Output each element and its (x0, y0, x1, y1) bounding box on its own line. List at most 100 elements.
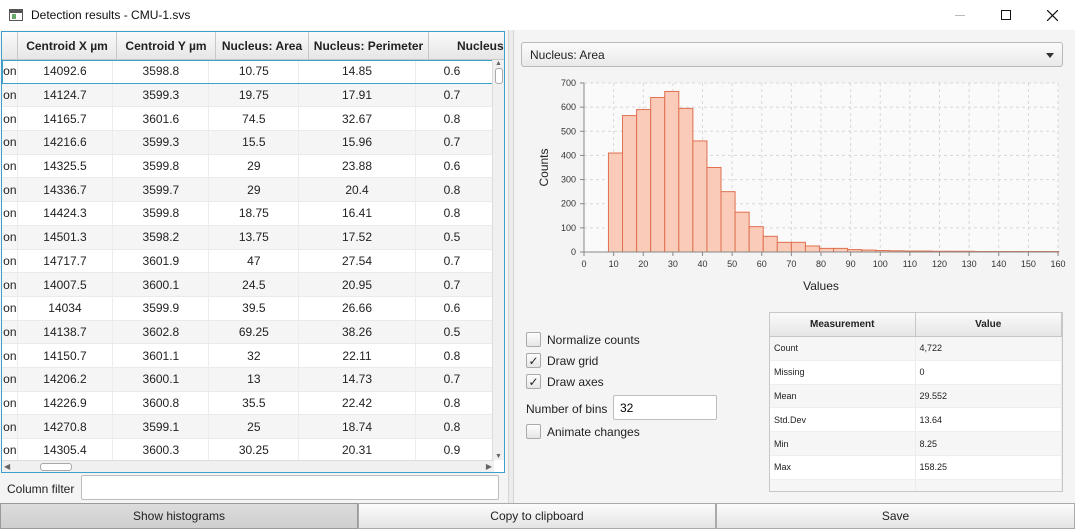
table-cell-centroid-y: 3599.9 (113, 296, 210, 320)
normalize-counts-checkbox[interactable]: Normalize counts (526, 332, 640, 347)
statistic-value: 13.64 (916, 408, 1062, 432)
split-pane-divider[interactable] (508, 30, 514, 503)
table-row[interactable]: on 14336.7 3599.7 29 20.4 0.8 (2, 178, 494, 203)
y-tick-label: 600 (561, 102, 576, 112)
measurement-select[interactable]: Nucleus: Area (521, 42, 1063, 67)
table-row[interactable]: on 14138.7 3602.8 69.25 38.26 0.5 (2, 320, 494, 345)
number-of-bins-input[interactable] (613, 395, 717, 420)
histogram-pane: Nucleus: Area 0 10 20 30 40 50 60 70 80 90 100 110 1… (514, 30, 1075, 503)
x-tick-label: 0 (581, 259, 586, 269)
statistic-value: 8.25 (916, 432, 1062, 455)
table-cell-circularity: 0.8 (416, 107, 494, 131)
table-cell-perimeter: 17.52 (299, 225, 416, 249)
number-of-bins-label: Number of bins (526, 402, 608, 416)
table-cell-centroid-y: 3600.1 (113, 273, 210, 296)
maximize-icon (1001, 10, 1011, 20)
table-cell-area: 29 (209, 154, 300, 178)
draw-axes-box[interactable]: ✓ (526, 374, 541, 389)
table-row[interactable]: on 14270.8 3599.1 25 18.74 0.8 (2, 415, 494, 439)
table-cell-name: on (2, 320, 18, 344)
table-cell-circularity: 0.7 (416, 249, 494, 273)
table-row[interactable]: on 14124.7 3599.3 19.75 17.91 0.7 (2, 83, 494, 108)
checkmark-icon: ✓ (528, 374, 539, 389)
column-header-circularity[interactable]: Nucleus: Circ (429, 32, 504, 60)
table-row[interactable]: on 14165.7 3601.6 74.5 32.67 0.8 (2, 107, 494, 132)
table-row[interactable]: on 14216.6 3599.3 15.5 15.96 0.7 (2, 131, 494, 155)
table-row[interactable]: on 14206.2 3600.1 13 14.73 0.7 (2, 367, 494, 392)
statistic-value: 158.25 (916, 455, 1062, 479)
table-row[interactable]: on 14717.7 3601.9 47 27.54 0.7 (2, 249, 494, 274)
draw-axes-checkbox[interactable]: ✓ Draw axes (526, 374, 604, 389)
table-cell-circularity: 0.8 (416, 415, 494, 438)
table-cell-circularity: 0.8 (416, 344, 494, 367)
minimize-button[interactable] (937, 0, 983, 30)
close-icon (1046, 9, 1058, 21)
draw-grid-box[interactable]: ✓ (526, 353, 541, 368)
x-tick-label: 10 (609, 259, 619, 269)
statistics-row[interactable]: Count 4,722 (770, 337, 1062, 361)
histogram-bar (607, 152, 624, 253)
animate-changes-box[interactable] (526, 424, 541, 439)
table-header: Centroid X µm Centroid Y µm Nucleus: Are… (2, 32, 504, 60)
column-header-perimeter[interactable]: Nucleus: Perimeter (309, 32, 429, 60)
table-cell-name: on (2, 154, 18, 178)
vertical-scrollbar[interactable]: ▲ ▼ (492, 60, 504, 460)
stat-header-measurement[interactable]: Measurement (770, 313, 916, 336)
column-filter-input[interactable] (81, 475, 499, 500)
y-axis-label: Counts (537, 148, 551, 186)
statistics-row[interactable]: Mean 29.552 (770, 384, 1062, 409)
table-row[interactable]: on 14092.6 3598.8 10.75 14.85 0.6 (2, 60, 494, 84)
table-cell-centroid-y: 3601.6 (113, 107, 210, 131)
copy-to-clipboard-button[interactable]: Copy to clipboard (358, 503, 716, 529)
app-icon (9, 9, 23, 21)
statistics-row[interactable]: Max 158.25 (770, 455, 1062, 480)
histogram-bar (833, 247, 849, 253)
statistics-row[interactable]: Min 8.25 (770, 432, 1062, 456)
vertical-scroll-thumb[interactable] (495, 68, 503, 84)
scroll-up-icon[interactable]: ▲ (495, 60, 502, 67)
maximize-button[interactable] (983, 0, 1029, 30)
table-cell-centroid-x: 14150.7 (18, 344, 114, 367)
column-header-area[interactable]: Nucleus: Area (216, 32, 309, 60)
horizontal-scroll-thumb[interactable] (40, 463, 72, 471)
histogram-bar (776, 241, 792, 253)
table-row[interactable]: on 14226.9 3600.8 35.5 22.42 0.8 (2, 391, 494, 416)
scroll-right-icon[interactable]: ▶ (485, 462, 492, 471)
animate-changes-checkbox[interactable]: Animate changes (526, 424, 640, 439)
table-row[interactable]: on 14501.3 3598.2 13.75 17.52 0.5 (2, 225, 494, 250)
checkmark-icon: ✓ (528, 353, 539, 368)
save-button[interactable]: Save (716, 503, 1075, 529)
table-cell-circularity: 0.8 (416, 178, 494, 202)
histogram-bar (819, 247, 835, 253)
table-cell-area: 25 (209, 415, 300, 438)
table-cell-centroid-x: 14124.7 (18, 83, 114, 107)
results-table[interactable]: Centroid X µm Centroid Y µm Nucleus: Are… (1, 31, 505, 473)
table-cell-centroid-y: 3600.3 (113, 439, 210, 462)
scroll-left-icon[interactable]: ◀ (4, 462, 11, 471)
column-header-name[interactable] (2, 32, 18, 60)
horizontal-scrollbar[interactable]: ◀ ▶ (2, 460, 494, 472)
scroll-down-icon[interactable]: ▼ (495, 453, 502, 460)
table-cell-perimeter: 16.41 (299, 202, 416, 225)
show-histograms-button[interactable]: Show histograms (0, 503, 358, 529)
column-header-centroid-y[interactable]: Centroid Y µm (117, 32, 216, 60)
normalize-counts-box[interactable] (526, 332, 541, 347)
draw-grid-checkbox[interactable]: ✓ Draw grid (526, 353, 598, 368)
statistics-row[interactable]: Missing 0 (770, 360, 1062, 385)
table-row[interactable]: on 14007.5 3600.1 24.5 20.95 0.7 (2, 273, 494, 297)
stat-header-value[interactable]: Value (916, 313, 1062, 336)
column-header-centroid-x[interactable]: Centroid X µm (18, 32, 117, 60)
table-row[interactable]: on 14424.3 3599.8 18.75 16.41 0.8 (2, 202, 494, 226)
table-cell-centroid-y: 3599.7 (113, 178, 210, 202)
statistics-row[interactable]: Std.Dev 13.64 (770, 408, 1062, 433)
bottom-toolbar: Show histograms Copy to clipboard Save (0, 503, 1075, 529)
table-row[interactable]: on 14325.5 3599.8 29 23.88 0.6 (2, 154, 494, 179)
table-row[interactable]: on 14150.7 3601.1 32 22.11 0.8 (2, 344, 494, 368)
histogram-bar (790, 241, 806, 253)
x-tick-label: 100 (873, 259, 888, 269)
close-button[interactable] (1029, 0, 1075, 30)
table-cell-centroid-y: 3601.1 (113, 344, 210, 367)
table-row[interactable]: on 14034 3599.9 39.5 26.66 0.6 (2, 296, 494, 321)
table-cell-centroid-y: 3600.1 (113, 367, 210, 391)
table-cell-name: on (2, 344, 18, 367)
